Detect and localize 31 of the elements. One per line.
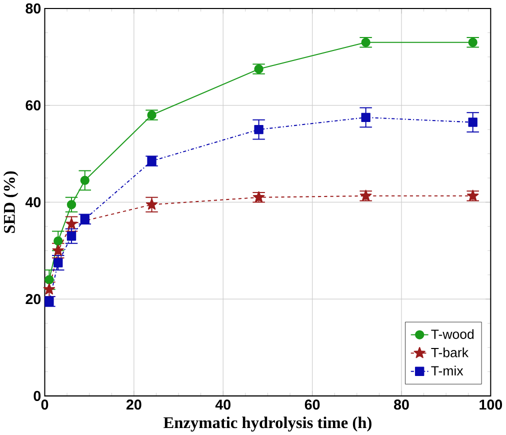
legend-label: T-wood <box>431 329 474 339</box>
point <box>54 258 63 268</box>
y-tick-label: 80 <box>26 3 41 14</box>
point <box>80 214 90 224</box>
x-tick-label: 80 <box>394 400 409 410</box>
point <box>66 218 78 230</box>
y-axis-title: SED (%) <box>3 171 18 233</box>
point <box>44 275 54 284</box>
x-tick-label: 100 <box>480 400 502 410</box>
point <box>66 232 76 241</box>
x-tick-label: 20 <box>126 400 142 410</box>
point <box>146 198 158 210</box>
legend-label: T-mix <box>431 366 464 376</box>
point <box>361 112 370 122</box>
y-tick-label: 60 <box>26 100 41 110</box>
point <box>80 176 90 186</box>
y-tick-label: 0 <box>34 390 41 402</box>
y-tick-label: 40 <box>25 197 41 208</box>
x-tick-label: 40 <box>215 400 230 410</box>
point <box>254 124 264 134</box>
x-tick-label: 0 <box>41 400 48 410</box>
point <box>54 236 63 246</box>
point <box>52 244 64 256</box>
point <box>44 296 54 306</box>
point <box>43 283 56 294</box>
point <box>468 118 478 127</box>
y-tick-label: 20 <box>26 294 41 304</box>
point <box>66 200 76 210</box>
x-axis-title: Enzymatic hydrolysis time (h) <box>164 416 372 432</box>
legend-label: T-bark <box>431 348 469 358</box>
x-tick-label: 60 <box>304 400 320 410</box>
